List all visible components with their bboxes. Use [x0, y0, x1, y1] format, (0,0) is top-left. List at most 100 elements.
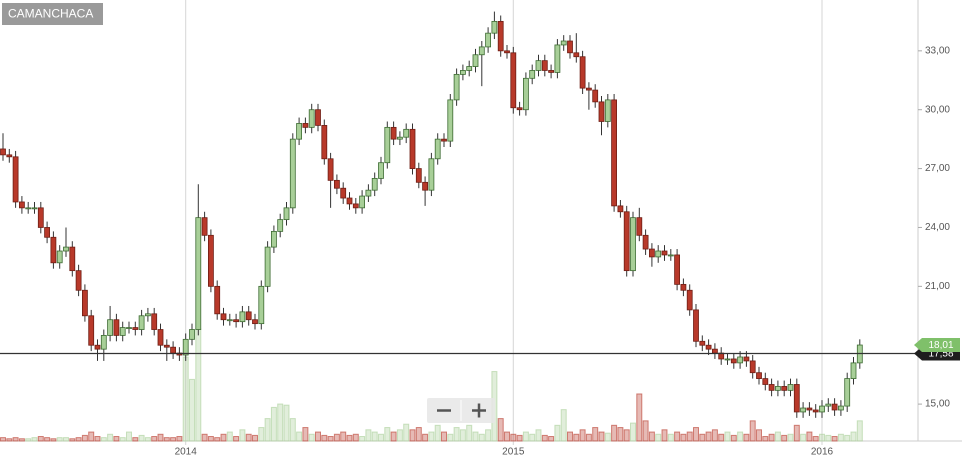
volume-bar: [535, 429, 542, 442]
candle-body: [359, 195, 366, 209]
volume-bar: [819, 433, 825, 442]
volume-bar: [12, 437, 19, 442]
candle-body: [693, 309, 699, 342]
zoom-out-button[interactable]: [429, 400, 459, 421]
candle-body: [712, 348, 718, 354]
candle-body: [548, 70, 554, 73]
candle-body: [371, 178, 378, 191]
candle-body: [296, 123, 303, 140]
candle-body: [144, 313, 151, 317]
volume-bar: [762, 436, 769, 442]
volume-bar: [340, 431, 347, 442]
volume-bar: [611, 424, 618, 442]
candle-body: [44, 227, 50, 238]
volume-bar: [522, 431, 529, 442]
candle-body: [838, 405, 844, 411]
candle-body: [441, 138, 447, 142]
candle-body: [567, 40, 573, 54]
volume-bar: [781, 434, 788, 442]
candle-body: [245, 311, 252, 321]
volume-bar: [409, 429, 416, 442]
volume-bar: [415, 427, 422, 442]
candle-body: [510, 52, 517, 109]
candle-body: [163, 344, 170, 348]
volume-bar: [283, 404, 290, 442]
volume-bar: [604, 432, 611, 442]
volume-bar: [560, 409, 567, 442]
candle-body: [409, 128, 416, 169]
candle-body: [182, 338, 189, 356]
volume-bar: [598, 431, 605, 442]
volume-bar: [88, 431, 95, 442]
candle-body: [749, 360, 756, 374]
candle-body: [686, 289, 693, 311]
volume-bar: [6, 438, 13, 442]
candle-body: [579, 56, 586, 89]
volume-bar: [831, 436, 838, 442]
candle-body: [258, 285, 265, 325]
volume-bar: [195, 328, 202, 442]
last-price-tag: [914, 338, 960, 353]
candle-body: [415, 168, 422, 183]
candle-body: [428, 158, 435, 191]
candle-body: [434, 138, 441, 160]
volume-bar: [453, 427, 460, 442]
volume-bar: [497, 418, 504, 442]
candle-body: [812, 409, 819, 413]
candle-body: [724, 358, 731, 361]
volume-bar: [504, 431, 510, 442]
candle-body: [126, 327, 132, 329]
y-tick-label: 33,00: [925, 45, 950, 56]
volume-bar: [365, 429, 372, 442]
candle-body: [674, 254, 680, 285]
volume-bar: [352, 433, 359, 442]
volume-bar: [422, 433, 429, 442]
candle-body: [781, 386, 788, 391]
volume-bar: [661, 429, 668, 442]
y-tick-label: 30,00: [925, 104, 950, 115]
volume-bar: [214, 437, 221, 442]
candle-body: [75, 270, 82, 291]
volume-bar: [308, 433, 315, 442]
volume-bar: [100, 437, 107, 442]
volume-bar: [207, 436, 214, 442]
candle-body: [252, 319, 258, 325]
volume-bar: [529, 433, 536, 442]
volume-bar: [107, 433, 114, 442]
candle-body: [831, 403, 838, 411]
volume-bar: [132, 437, 139, 442]
candle-body: [340, 187, 347, 199]
candle-body: [327, 158, 334, 181]
candle-body: [37, 207, 44, 228]
volume-bar: [245, 433, 252, 442]
candle-body: [315, 109, 321, 126]
candle-body: [667, 254, 674, 257]
volume-bar: [548, 436, 555, 442]
volume-bar: [315, 431, 321, 442]
volume-bar: [554, 424, 561, 442]
candle-body: [523, 77, 529, 111]
candle-body: [516, 107, 523, 111]
candle-body: [787, 384, 794, 391]
candle-body: [775, 386, 781, 391]
volume-bar: [63, 437, 69, 442]
volume-bar: [737, 431, 744, 442]
zoom-in-button[interactable]: [463, 400, 493, 421]
volume-bar: [81, 434, 88, 442]
candle-body: [768, 384, 775, 391]
candle-body: [264, 246, 271, 287]
volume-bar: [447, 433, 454, 442]
volume-bar: [226, 431, 233, 442]
candle-body: [680, 283, 687, 291]
volume-bar: [441, 431, 447, 442]
volume-bar: [655, 433, 662, 442]
candle-body: [352, 203, 359, 209]
candle-body: [800, 407, 806, 413]
volume-bar: [743, 433, 750, 442]
candle-body: [422, 181, 429, 191]
volume-bar: [239, 429, 246, 442]
candle-body: [157, 329, 164, 346]
candle-body: [396, 136, 403, 140]
